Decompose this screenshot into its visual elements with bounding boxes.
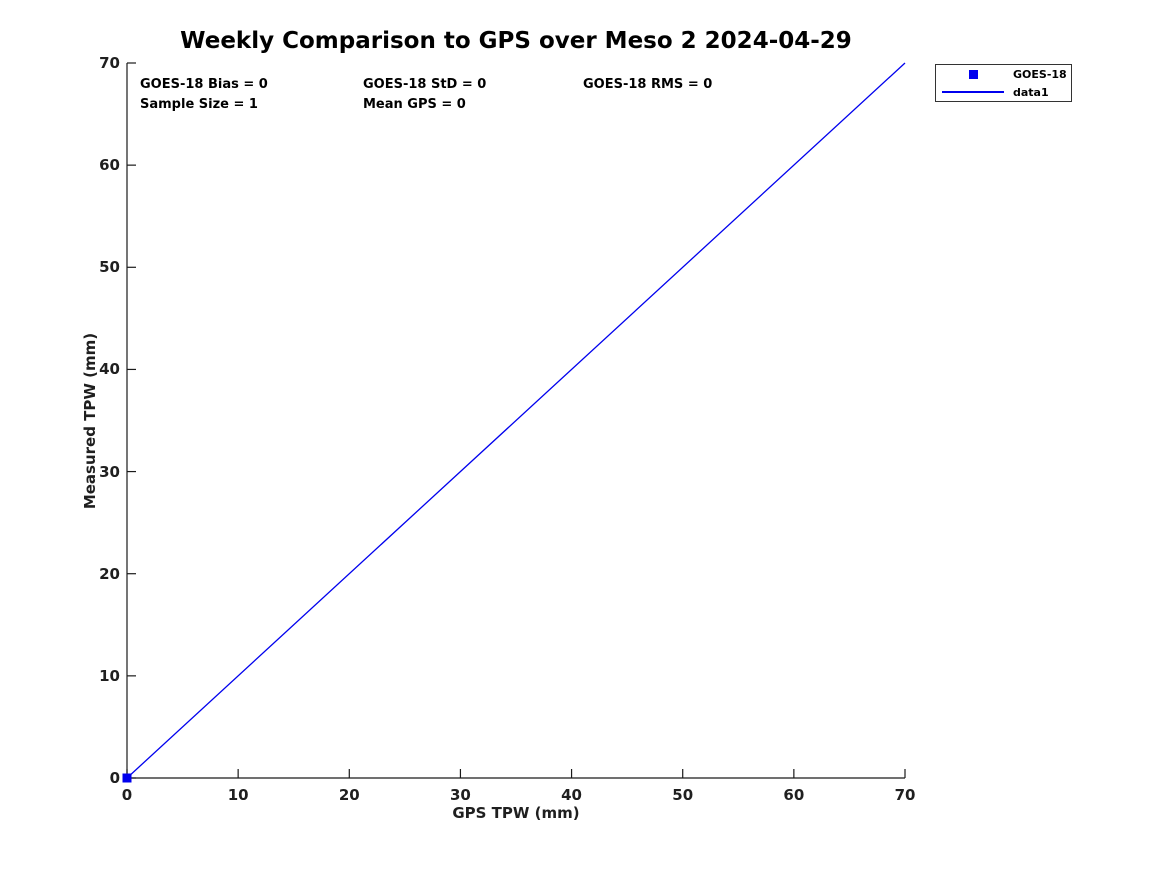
- series-line-data1: [126, 62, 906, 779]
- x-tick-label: 10: [227, 786, 249, 804]
- annotation-sample-size: Sample Size = 1: [140, 97, 258, 112]
- x-tick-label: 30: [449, 786, 471, 804]
- legend-square-marker-icon: [968, 69, 978, 79]
- legend-entry-data1: data1: [936, 83, 1071, 101]
- y-tick-label: 50: [99, 258, 120, 277]
- x-tick-label: 70: [894, 786, 916, 804]
- legend-entry-label: data1: [1013, 85, 1049, 99]
- x-tick-label: 60: [783, 786, 805, 804]
- x-tick-label: 40: [561, 786, 582, 804]
- legend: GOES-18 data1: [935, 64, 1072, 102]
- x-tick-label: 20: [338, 786, 360, 804]
- y-tick-label: 10: [99, 666, 120, 685]
- x-tick-label: 0: [121, 786, 133, 804]
- y-tick-label: 20: [99, 564, 120, 583]
- y-tick-label: 60: [99, 156, 120, 175]
- y-axis-label: Measured TPW (mm): [81, 332, 99, 510]
- y-tick-label: 70: [99, 54, 120, 72]
- legend-entry-goes18: GOES-18: [936, 65, 1071, 83]
- legend-line-marker-icon: [942, 91, 1004, 93]
- chart-title: Weekly Comparison to GPS over Meso 2 202…: [180, 28, 852, 54]
- legend-entry-label: GOES-18: [1013, 67, 1067, 81]
- annotation-bias: GOES-18 Bias = 0: [140, 77, 268, 92]
- annotation-rms: GOES-18 RMS = 0: [583, 77, 713, 92]
- x-axis-label: GPS TPW (mm): [452, 804, 580, 822]
- annotation-std: GOES-18 StD = 0: [363, 77, 487, 92]
- x-tick-label: 50: [672, 786, 694, 804]
- y-tick-label: 30: [99, 462, 120, 481]
- y-tick-label: 40: [99, 360, 120, 379]
- annotation-mean-gps: Mean GPS = 0: [363, 97, 466, 112]
- y-tick-label: 0: [109, 769, 120, 787]
